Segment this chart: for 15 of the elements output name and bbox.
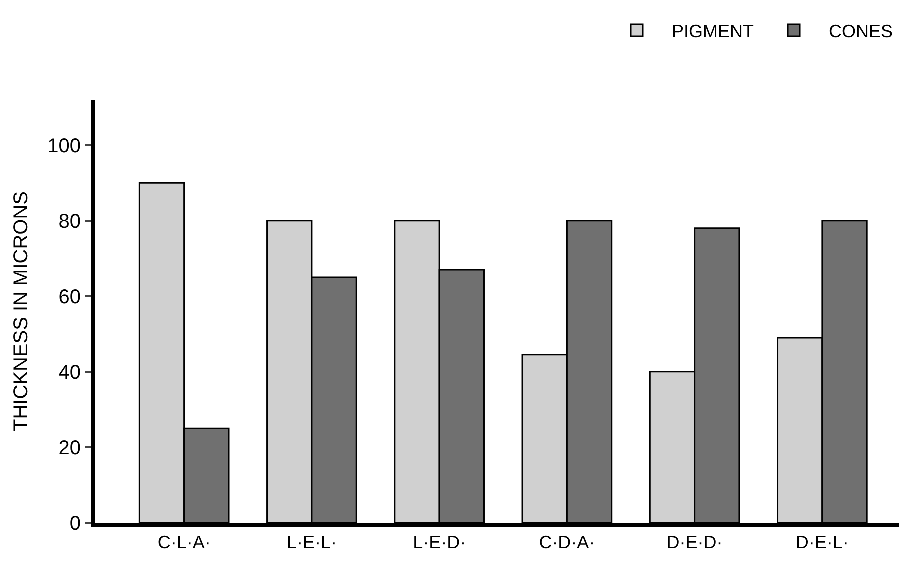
y-tick-label: 80: [58, 210, 81, 233]
y-tick-label: 0: [70, 513, 81, 535]
x-tick-label: L·E·L·: [286, 532, 337, 553]
legend-label: PIGMENT: [672, 21, 754, 42]
x-tick-label: C·D·A·: [539, 532, 596, 553]
y-tick-label: 20: [58, 437, 81, 460]
y-axis-title: THICKNESS IN MICRONS: [10, 191, 33, 432]
y-tick-label: 60: [58, 286, 81, 308]
legend-label: CONES: [829, 21, 894, 42]
y-tick-label: 100: [48, 135, 81, 158]
y-tick-label: 40: [58, 362, 81, 384]
x-tick-label: L·E·D·: [413, 532, 466, 553]
x-tick-label: D·E·D·: [666, 532, 723, 553]
x-tick-label: C·L·A·: [158, 532, 211, 553]
x-tick-label: D·E·L·: [796, 532, 849, 553]
